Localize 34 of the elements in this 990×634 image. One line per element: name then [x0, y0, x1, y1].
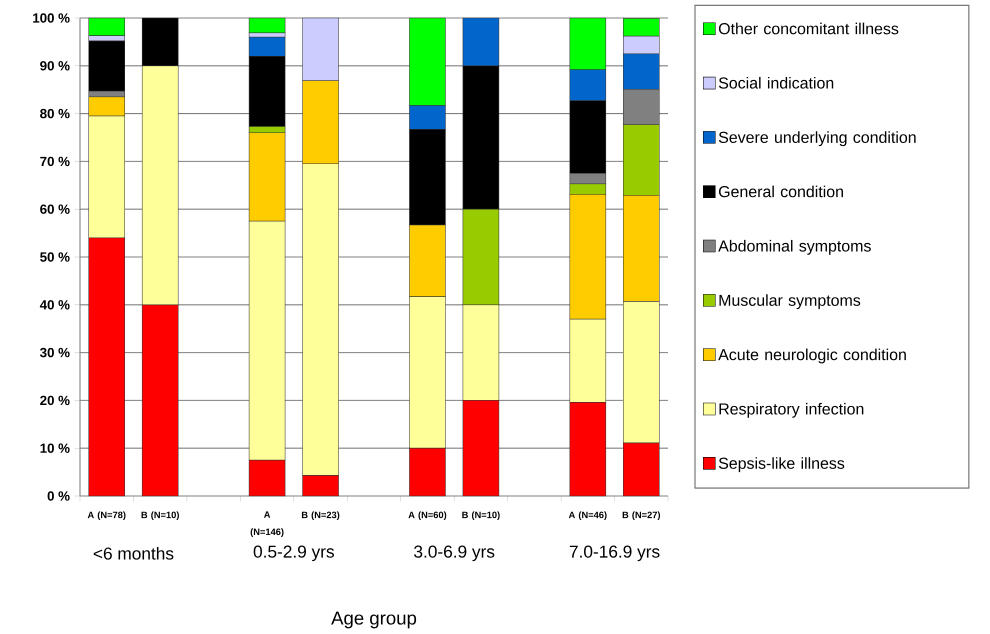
legend-label: Sepsis-like illness: [718, 457, 844, 472]
x-tick-label: B (N=27): [622, 511, 660, 520]
x-tick-label: B (N=10): [142, 511, 179, 520]
x-tick-label: B (N=23): [302, 511, 340, 520]
y-tick-label: 10 %: [40, 444, 70, 453]
bar: [248, 18, 286, 34]
y-tick-label: 80 %: [40, 108, 70, 118]
x-tick-label: A (N=60): [408, 511, 446, 520]
legend-label: Social indication: [718, 76, 834, 89]
y-tick-label: 70 %: [40, 156, 70, 166]
y-tick-label: 90 %: [40, 61, 70, 70]
legend-label: Abdominal symptoms: [718, 240, 871, 255]
text: 7.0-16.9 yrs: [570, 546, 660, 562]
legend-label: Acute neurologic condition: [718, 348, 906, 364]
x-tick-label: A (N=78): [88, 511, 126, 520]
legend-label: Respiratory infection: [720, 402, 864, 418]
x-tick-label: A (N=46): [568, 511, 607, 520]
text: 3.0-6.9 yrs: [414, 546, 494, 562]
text: 0.5-2.9 yrs: [254, 546, 334, 562]
x-tick-label: B (N=10): [462, 511, 500, 520]
legend-label: Severe underlying condition: [718, 131, 916, 146]
x-tick-label: A (N=146): [250, 511, 284, 537]
y-tick-label: 20 %: [40, 396, 70, 406]
legend-label: Other concomitant illness: [718, 22, 898, 34]
y-tick-label: 40 %: [40, 300, 70, 310]
legend-label: Muscular symptoms: [720, 294, 860, 310]
y-tick-label: 30 %: [40, 348, 70, 358]
y-tick-label: 100 %: [33, 13, 70, 23]
y-tick-label: 0 %: [48, 491, 70, 501]
x-axis-title: Age group: [331, 612, 416, 628]
y-tick-label: 50 %: [40, 252, 70, 262]
y-tick-label: 60 %: [40, 204, 70, 214]
text: <6 months: [94, 546, 174, 560]
legend-label: General condition: [718, 186, 843, 198]
